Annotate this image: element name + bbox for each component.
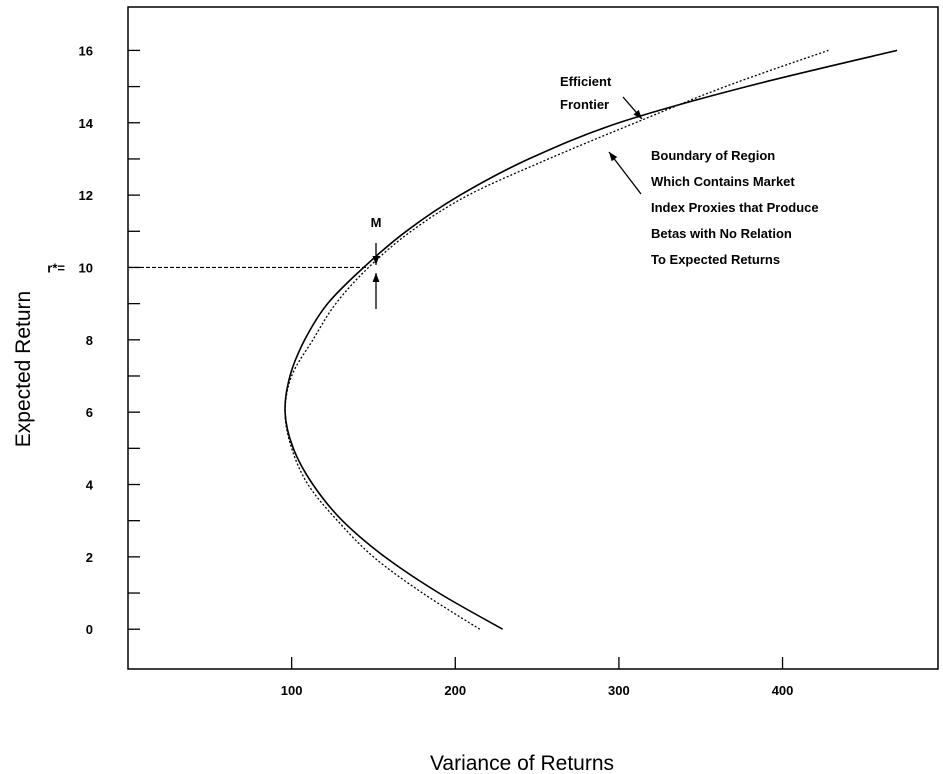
x-tick-label: 100 [281, 683, 303, 698]
annotation-layer: M Efficient Frontier Boundary of Region Whic… [371, 74, 819, 309]
reference-layer: r*= [47, 260, 369, 275]
annotation-boundary-arrow-head [609, 152, 618, 162]
boundary-of-region-line [284, 49, 898, 630]
x-tick-label: 400 [772, 683, 794, 698]
annotation-boundary-line: Index Proxies that Produce [651, 200, 819, 215]
annotation-boundary-line: To Expected Returns [651, 252, 780, 267]
reference-line-label: r*= [47, 260, 65, 275]
series-layer [284, 49, 898, 630]
plot-frame [127, 6, 939, 670]
annotation-efficient-frontier-arrow-head [633, 109, 642, 119]
annotation-boundary-line: Betas with No Relation [651, 226, 792, 241]
y-tick-label: 6 [86, 405, 93, 420]
y-tick-label: 8 [86, 333, 93, 348]
x-axis-title: Variance of Returns [430, 752, 614, 774]
annotation-boundary-line: Which Contains Market [651, 174, 795, 189]
annotation-m: M [371, 215, 382, 230]
x-tick-label: 300 [608, 683, 630, 698]
annotation-boundary-line: Boundary of Region [651, 148, 775, 163]
y-axis-ticks: 0 2 4 6 8 10 12 14 16 [79, 43, 140, 637]
efficient-frontier-line [284, 49, 829, 630]
x-tick-label: 200 [444, 683, 466, 698]
y-axis-title: Expected Return [12, 291, 35, 447]
y-tick-label: 0 [86, 622, 93, 637]
x-axis-ticks: 100 200 300 400 [281, 657, 794, 698]
annotation-efficient-frontier-line: Efficient [560, 74, 612, 89]
y-tick-label: 2 [86, 550, 93, 565]
y-tick-label: 16 [79, 43, 93, 58]
y-tick-label: 12 [79, 188, 93, 203]
annotation-m-arrow-down-head [372, 256, 380, 265]
annotation-efficient-frontier-line: Frontier [560, 97, 609, 112]
y-tick-label: 14 [79, 116, 94, 131]
y-tick-label: 10 [79, 260, 93, 275]
y-tick-label: 4 [86, 478, 94, 493]
annotation-m-arrow-up-head [372, 273, 380, 282]
